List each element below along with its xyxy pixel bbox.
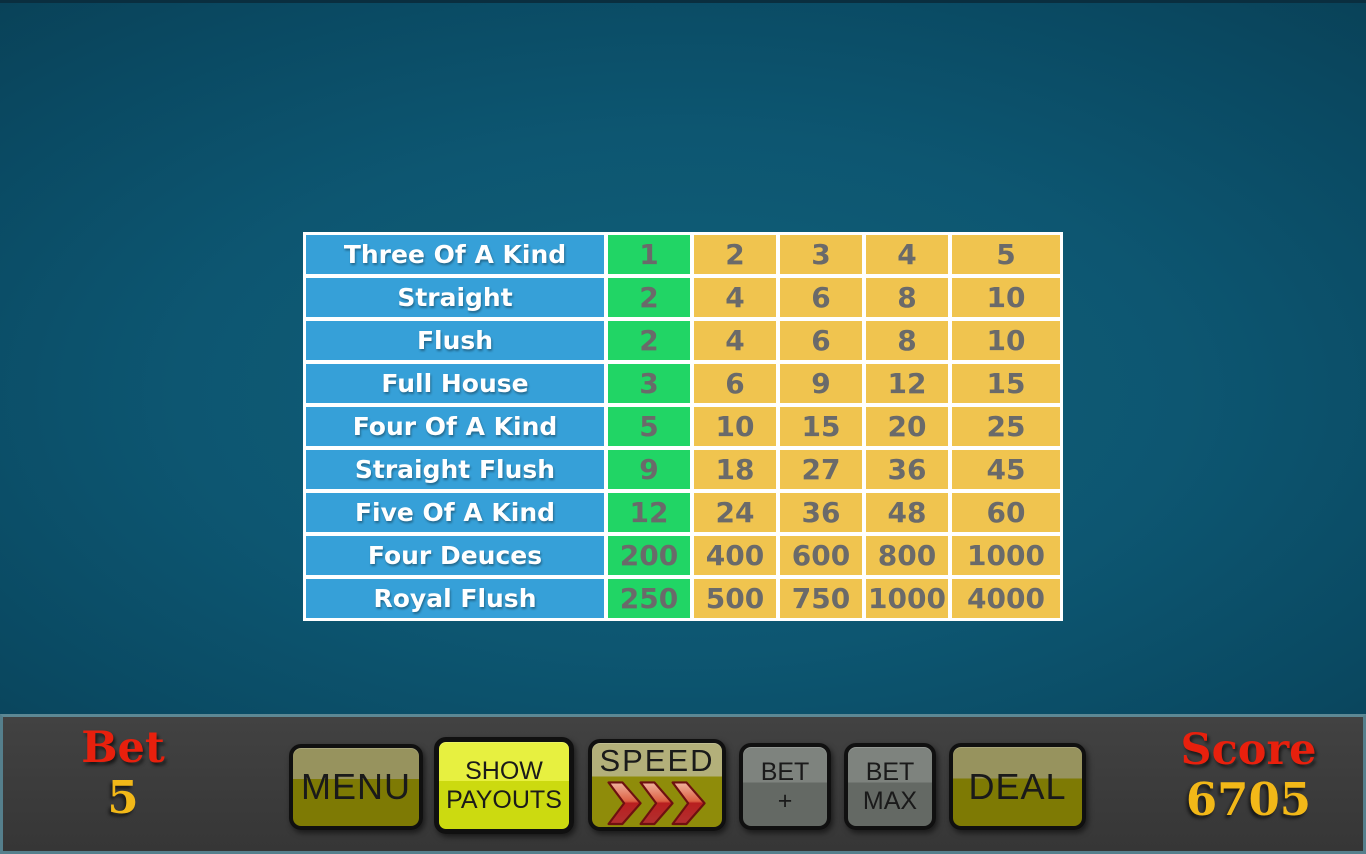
bet-plus-label-line2: + — [777, 786, 793, 815]
paytable-payout-cell: 1000 — [952, 536, 1060, 575]
paytable-hand-label: Four Of A Kind — [306, 407, 604, 446]
bet-max-label-line2: MAX — [862, 786, 918, 815]
paytable-hand-label: Five Of A Kind — [306, 493, 604, 532]
paytable-payout-cell: 9 — [780, 364, 862, 403]
control-bar: Bet 5 MENU SHOW PAYOUTS SPEED — [0, 714, 1366, 854]
paytable-payout-cell: 750 — [780, 579, 862, 618]
paytable-payout-cell-highlighted: 250 — [608, 579, 690, 618]
show-payouts-label-line2: PAYOUTS — [446, 785, 562, 814]
paytable-hand-label: Royal Flush — [306, 579, 604, 618]
paytable-payout-cell: 6 — [780, 278, 862, 317]
paytable-payout-cell-highlighted: 2 — [608, 321, 690, 360]
speed-button[interactable]: SPEED — [588, 739, 726, 831]
bet-max-button[interactable]: BET MAX — [844, 743, 936, 830]
paytable-payout-cell: 4 — [694, 321, 776, 360]
triple-red-chevron-right-icon — [607, 780, 706, 825]
paytable: Three Of A Kind 1 2 3 4 5 Straight 2 4 6 8 10 Flush 2… — [303, 232, 1063, 621]
paytable-payout-cell: 15 — [952, 364, 1060, 403]
paytable-payout-cell-highlighted: 200 — [608, 536, 690, 575]
paytable-payout-cell: 5 — [952, 235, 1060, 274]
paytable-payout-cell: 800 — [866, 536, 948, 575]
bet-value: 5 — [107, 771, 139, 824]
paytable-payout-cell-highlighted: 5 — [608, 407, 690, 446]
score-display: Score 6705 — [1156, 725, 1341, 826]
menu-button[interactable]: MENU — [289, 744, 423, 830]
paytable-hand-label: Flush — [306, 321, 604, 360]
paytable-payout-cell-highlighted: 9 — [608, 450, 690, 489]
paytable-payout-cell: 10 — [952, 321, 1060, 360]
paytable-payout-cell: 12 — [866, 364, 948, 403]
paytable-payout-cell: 400 — [694, 536, 776, 575]
paytable-payout-cell: 4000 — [952, 579, 1060, 618]
paytable-payout-cell: 500 — [694, 579, 776, 618]
paytable-hand-label: Four Deuces — [306, 536, 604, 575]
show-payouts-label-line1: SHOW — [465, 756, 543, 785]
score-label: Score — [1180, 725, 1317, 775]
bet-label: Bet — [81, 723, 165, 773]
paytable-payout-cell: 3 — [780, 235, 862, 274]
paytable-payout-cell: 6 — [694, 364, 776, 403]
paytable-payout-cell: 10 — [694, 407, 776, 446]
score-value: 6705 — [1185, 773, 1312, 826]
speed-button-label: SPEED — [599, 743, 715, 778]
paytable-payout-cell: 4 — [866, 235, 948, 274]
paytable-payout-cell: 36 — [866, 450, 948, 489]
paytable-payout-cell: 18 — [694, 450, 776, 489]
paytable-payout-cell-highlighted: 2 — [608, 278, 690, 317]
deal-button[interactable]: DEAL — [949, 743, 1086, 830]
bet-plus-label-line1: BET — [760, 757, 810, 786]
paytable-payout-cell: 8 — [866, 321, 948, 360]
bet-display: Bet 5 — [43, 723, 203, 824]
show-payouts-button[interactable]: SHOW PAYOUTS — [434, 737, 574, 834]
paytable-payout-cell: 24 — [694, 493, 776, 532]
paytable-payout-cell: 15 — [780, 407, 862, 446]
paytable-payout-cell: 45 — [952, 450, 1060, 489]
paytable-hand-label: Straight — [306, 278, 604, 317]
paytable-hand-label: Full House — [306, 364, 604, 403]
deal-button-label: DEAL — [968, 765, 1067, 807]
paytable-payout-cell: 48 — [866, 493, 948, 532]
paytable-payout-cell: 6 — [780, 321, 862, 360]
paytable-payout-cell: 10 — [952, 278, 1060, 317]
paytable-hand-label: Straight Flush — [306, 450, 604, 489]
paytable-payout-cell: 600 — [780, 536, 862, 575]
bet-plus-button[interactable]: BET + — [739, 743, 831, 830]
paytable-payout-cell: 4 — [694, 278, 776, 317]
paytable-payout-cell: 8 — [866, 278, 948, 317]
menu-button-label: MENU — [301, 766, 411, 807]
paytable-payout-cell: 25 — [952, 407, 1060, 446]
paytable-hand-label: Three Of A Kind — [306, 235, 604, 274]
paytable-payout-cell: 2 — [694, 235, 776, 274]
paytable-payout-cell: 1000 — [866, 579, 948, 618]
paytable-payout-cell: 27 — [780, 450, 862, 489]
paytable-payout-cell-highlighted: 1 — [608, 235, 690, 274]
paytable-payout-cell: 20 — [866, 407, 948, 446]
paytable-payout-cell-highlighted: 12 — [608, 493, 690, 532]
paytable-payout-cell: 60 — [952, 493, 1060, 532]
paytable-payout-cell: 36 — [780, 493, 862, 532]
paytable-payout-cell-highlighted: 3 — [608, 364, 690, 403]
bet-max-label-line1: BET — [865, 757, 915, 786]
